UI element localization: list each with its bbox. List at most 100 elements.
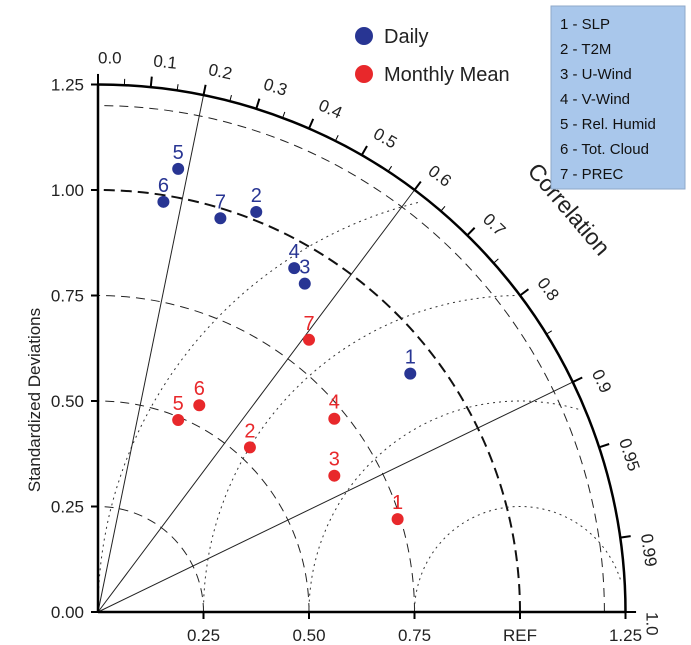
correlation-tick-label: 0.1 xyxy=(152,51,177,72)
data-point-label: 7 xyxy=(303,313,314,335)
correlation-minor-tick xyxy=(282,111,286,119)
data-point xyxy=(404,367,417,380)
variable-key-item: 6 - Tot. Cloud xyxy=(560,141,649,158)
variable-key-item: 5 - Rel. Humid xyxy=(560,116,656,133)
correlation-line xyxy=(97,189,415,613)
y-tick-label: 0.25 xyxy=(51,498,84,517)
variable-key-item: 1 - SLP xyxy=(560,16,610,33)
legend-marker-daily xyxy=(355,27,373,45)
correlation-tick xyxy=(572,376,583,383)
rms-circle xyxy=(97,202,419,613)
correlation-tick-label: 0.8 xyxy=(533,274,562,304)
data-point-label: 3 xyxy=(329,449,340,471)
x-tick-label: 0.25 xyxy=(187,626,220,645)
data-point xyxy=(172,413,185,426)
data-point-label: 5 xyxy=(173,393,184,415)
legend: Daily Monthly Mean xyxy=(355,26,510,86)
legend-label-monthly: Monthly Mean xyxy=(384,64,510,86)
y-tick-label: 1.00 xyxy=(51,181,84,200)
correlation-line xyxy=(97,381,573,613)
data-point-label: 6 xyxy=(158,175,169,197)
variable-key: 1 - SLP 2 - T2M 3 - U-Wind 4 - V-Wind 5 … xyxy=(550,5,686,190)
correlation-minor-tick xyxy=(598,444,606,448)
correlation-tick-label: 0.6 xyxy=(425,161,455,190)
x-tick-label: 0.50 xyxy=(292,626,325,645)
variable-key-item: 2 - T2M xyxy=(560,41,611,58)
correlation-minor-tick xyxy=(176,84,179,91)
correlation-tick-label: 0.9 xyxy=(588,366,615,396)
correlation-tick xyxy=(466,227,476,236)
data-point-label: 4 xyxy=(329,392,340,414)
data-point xyxy=(288,262,301,275)
correlation-tick-label: 0.4 xyxy=(316,96,345,123)
variable-key-box xyxy=(550,5,686,190)
data-point xyxy=(243,441,256,454)
variable-key-item: 4 - V-Wind xyxy=(560,91,630,108)
y-axis-label: Standardized Deviations xyxy=(25,308,44,492)
data-point-label: 2 xyxy=(244,420,255,442)
x-tick-label: 1.25 xyxy=(609,626,642,645)
correlation-tick xyxy=(202,84,207,96)
rms-circle xyxy=(203,295,515,612)
data-point-label: 4 xyxy=(289,241,300,263)
data-point-label: 7 xyxy=(215,191,226,213)
y-tick-label: 0.50 xyxy=(51,392,84,411)
correlation-tick xyxy=(620,535,631,539)
correlation-tick xyxy=(519,288,530,297)
data-point-label: 1 xyxy=(392,492,403,514)
correlation-tick-label: 0.5 xyxy=(370,124,400,152)
correlation-line xyxy=(97,95,204,613)
std-dev-arc xyxy=(97,506,204,613)
legend-label-daily: Daily xyxy=(384,26,428,48)
legend-marker-monthly xyxy=(355,65,373,83)
data-point-label: 3 xyxy=(299,257,310,279)
data-point-label: 5 xyxy=(173,142,184,164)
correlation-minor-tick xyxy=(334,135,339,142)
std-dev-arc xyxy=(97,295,415,613)
correlation-tick xyxy=(360,145,368,156)
data-point xyxy=(391,513,404,526)
data-point xyxy=(328,412,341,425)
correlation-tick-label: 0.2 xyxy=(207,60,234,83)
y-tick-label: 1.25 xyxy=(51,76,84,95)
correlation-tick-label: 1.0 xyxy=(642,612,661,636)
data-point xyxy=(328,469,341,482)
data-point xyxy=(214,212,227,225)
x-tick-label: 0.75 xyxy=(398,626,431,645)
grid-layer xyxy=(97,95,621,613)
data-point-label: 6 xyxy=(194,378,205,400)
variable-key-item: 3 - U-Wind xyxy=(560,66,632,83)
correlation-minor-tick xyxy=(387,165,393,172)
correlation-tick-label: 0.0 xyxy=(98,49,122,68)
correlation-tick xyxy=(308,118,315,129)
data-point xyxy=(157,195,170,208)
correlation-tick-label: 0.7 xyxy=(479,210,509,240)
outer-arc xyxy=(97,83,627,613)
data-point xyxy=(250,205,263,218)
correlation-tick-label: 0.3 xyxy=(261,75,289,100)
reference-std-arc xyxy=(97,189,521,613)
correlation-minor-tick xyxy=(546,330,553,335)
rms-circle xyxy=(414,506,621,612)
correlation-tick-label: 0.95 xyxy=(615,436,643,473)
y-tick-label: 0.00 xyxy=(51,603,84,622)
std-dev-arc xyxy=(97,400,310,613)
data-point xyxy=(172,162,185,175)
data-point-label: 2 xyxy=(251,185,262,207)
frame-layer xyxy=(96,83,627,614)
data-point-label: 1 xyxy=(405,347,416,369)
data-point xyxy=(193,399,206,412)
y-tick-label: 0.75 xyxy=(51,287,84,306)
correlation-minor-tick xyxy=(229,94,232,102)
data-point xyxy=(303,333,315,346)
x-tick-label: REF xyxy=(503,626,537,645)
correlation-tick xyxy=(255,98,261,110)
correlation-tick xyxy=(413,180,422,191)
variable-key-item: 7 - PREC xyxy=(560,166,624,183)
correlation-tick-label: 0.99 xyxy=(637,533,660,568)
correlation-minor-tick xyxy=(440,205,446,212)
correlation-minor-tick xyxy=(493,258,499,264)
correlation-tick xyxy=(149,76,153,88)
